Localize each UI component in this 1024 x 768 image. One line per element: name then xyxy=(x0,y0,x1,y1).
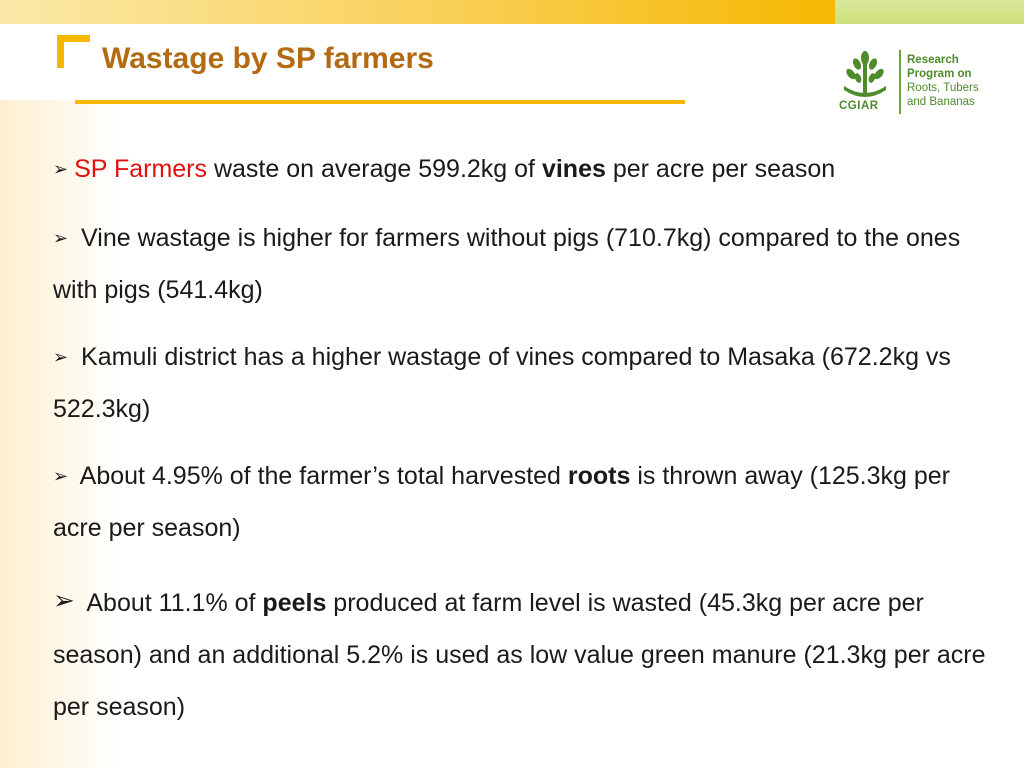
bullet-text: waste on average 599.2kg of xyxy=(207,155,542,183)
cgiar-rtb-logo: CGIAR Research Program on Roots, Tubers … xyxy=(836,48,986,118)
bullet-item: ➢ About 4.95% of the farmer’s total harv… xyxy=(53,451,1003,553)
logo-divider xyxy=(899,50,901,114)
logo-line-3: Roots, Tubers xyxy=(907,82,979,94)
logo-org-name: CGIAR xyxy=(839,100,879,112)
bullet-text: About 11.1% of xyxy=(80,589,263,617)
bullet-text: Kamuli district has a higher wastage of … xyxy=(53,343,951,423)
arrow-bullet-icon: ➢ xyxy=(53,228,69,248)
bullet-highlight: SP Farmers xyxy=(74,155,207,183)
bullet-text: Vine wastage is higher for farmers witho… xyxy=(53,224,961,304)
top-gradient-band xyxy=(0,0,835,24)
arrow-bullet-icon: ➢ xyxy=(53,466,69,486)
wheat-sheaf-icon xyxy=(844,51,886,97)
bullet-bold: roots xyxy=(567,462,631,490)
bullet-item: ➢ About 11.1% of peels produced at farm … xyxy=(53,576,1003,733)
title-corner-mark xyxy=(57,35,90,68)
title-underline xyxy=(75,100,685,104)
logo-program-text: Research Program on Roots, Tubers and Ba… xyxy=(907,53,979,109)
bullet-text: is thrown away (125.3kg per acre per sea… xyxy=(53,462,951,542)
bullet-text: About 4.95% of the farmer’s total harves… xyxy=(74,462,568,490)
arrow-bullet-icon: ➢ xyxy=(53,159,69,179)
logo-line-4: and Bananas xyxy=(907,96,975,108)
arrow-bullet-icon: ➢ xyxy=(53,585,75,615)
arrow-bullet-icon: ➢ xyxy=(53,347,69,367)
top-green-band xyxy=(835,0,1024,24)
bullet-bold: peels xyxy=(262,589,327,617)
bullet-item: ➢ Vine wastage is higher for farmers wit… xyxy=(53,213,1003,315)
bullet-item: ➢ Kamuli district has a higher wastage o… xyxy=(53,332,1003,434)
bullet-bold: vines xyxy=(541,155,606,183)
slide-title: Wastage by SP farmers xyxy=(102,42,434,75)
logo-line-2: Program on xyxy=(907,68,972,80)
bullet-item: ➢ SP Farmers waste on average 599.2kg of … xyxy=(53,144,1003,196)
bullet-text: produced at farm level is wasted (45.3kg… xyxy=(53,589,986,721)
bullet-text: per acre per season xyxy=(605,155,836,183)
logo-line-1: Research xyxy=(907,54,959,66)
